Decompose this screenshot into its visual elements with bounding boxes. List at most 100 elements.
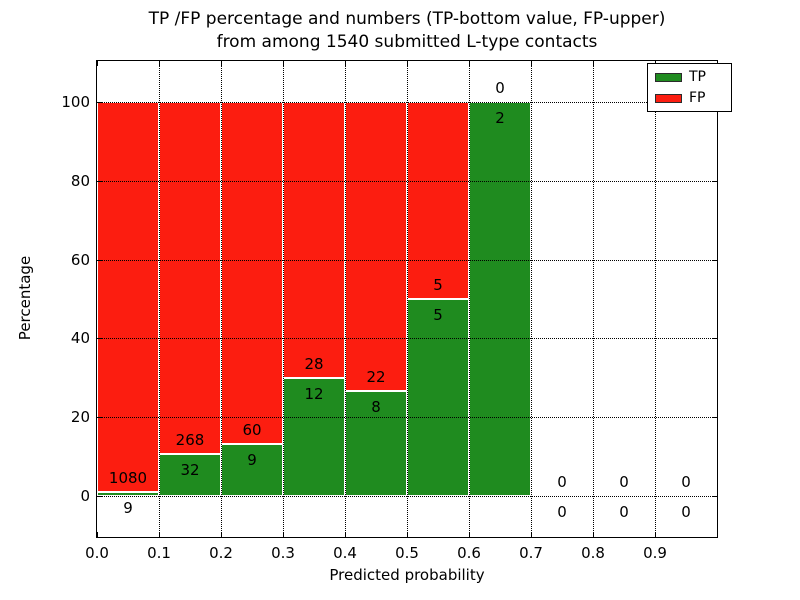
- y-tick-label-0: 0: [80, 486, 90, 505]
- x-tick-bottom-0.4: [345, 532, 346, 537]
- y-tick-label-100: 100: [61, 93, 90, 112]
- y-tick-right-40: [712, 338, 717, 340]
- gridline-x-0.9: [655, 61, 656, 537]
- legend-entry-fp: FP: [655, 91, 724, 105]
- x-tick-top-0.5: [407, 61, 408, 66]
- tp-count-label-7: 0: [557, 502, 567, 521]
- x-tick-top-0.7: [531, 61, 532, 66]
- y-tick-left-20: [97, 417, 102, 419]
- tp-count-label-4: 8: [371, 397, 381, 416]
- fp-count-label-8: 0: [619, 472, 629, 491]
- legend: TP FP: [647, 63, 732, 112]
- x-tick-bottom-0: [97, 532, 98, 537]
- x-tick-label-0.4: 0.4: [333, 544, 357, 562]
- tp-count-label-2: 9: [247, 451, 257, 470]
- fp-count-label-6: 0: [495, 79, 505, 98]
- bar-segment-fp-2: [221, 102, 283, 445]
- y-tick-label-60: 60: [70, 250, 90, 269]
- legend-label-fp: FP: [689, 90, 706, 106]
- y-tick-left-0: [97, 495, 102, 497]
- legend-label-tp: TP: [689, 69, 706, 85]
- x-tick-top-0.6: [469, 61, 470, 66]
- gridline-x-0.6: [469, 61, 470, 537]
- x-tick-label-0.7: 0.7: [519, 544, 543, 562]
- bar-segment-tp-0: [97, 492, 159, 496]
- bar-segment-tp-5: [407, 299, 469, 496]
- tp-count-label-0: 9: [123, 499, 133, 518]
- gridline-x-0.7: [531, 61, 532, 537]
- bar-segment-fp-0: [97, 102, 159, 493]
- tp-swatch: [655, 72, 682, 82]
- gridline-x-0.1: [159, 61, 160, 537]
- x-tick-bottom-0.3: [283, 532, 284, 537]
- y-tick-right-0: [712, 495, 717, 497]
- tp-count-label-5: 5: [433, 306, 443, 324]
- x-tick-top-0.3: [283, 61, 284, 66]
- y-axis-title: Percentage: [16, 255, 34, 341]
- x-tick-top-0.2: [221, 61, 222, 66]
- fp-count-label-3: 28: [304, 354, 324, 373]
- x-tick-label-0.0: 0.0: [85, 544, 109, 562]
- y-tick-left-100: [97, 102, 102, 104]
- y-tick-left-60: [97, 259, 102, 261]
- bar-segment-tp-1: [159, 453, 221, 496]
- tp-count-label-3: 12: [304, 384, 324, 403]
- bar-segment-fp-3: [283, 102, 345, 378]
- y-tick-right-60: [712, 259, 717, 261]
- x-tick-label-0.6: 0.6: [457, 544, 481, 562]
- x-tick-label-0.8: 0.8: [581, 544, 605, 562]
- x-tick-bottom-0.9: [655, 532, 656, 537]
- y-tick-label-40: 40: [70, 329, 90, 348]
- fp-swatch: [655, 93, 682, 103]
- x-tick-label-0.5: 0.5: [395, 544, 419, 562]
- y-tick-label-20: 20: [70, 408, 90, 427]
- y-tick-right-20: [712, 417, 717, 419]
- bar-segment-fp-1: [159, 102, 221, 454]
- x-tick-bottom-0.8: [593, 532, 594, 537]
- fp-count-label-7: 0: [557, 472, 567, 491]
- x-axis-title: Predicted probability: [329, 566, 485, 584]
- x-tick-bottom-0.7: [531, 532, 532, 537]
- x-tick-top-0.1: [159, 61, 160, 66]
- legend-entry-tp: TP: [655, 70, 724, 84]
- fp-count-label-4: 22: [366, 367, 386, 386]
- chart-title: TP /FP percentage and numbers (TP-bottom…: [96, 8, 718, 54]
- chart-title-line1: TP /FP percentage and numbers (TP-bottom…: [148, 9, 666, 29]
- fp-count-label-5: 5: [433, 276, 443, 294]
- tp-count-label-9: 0: [681, 502, 691, 521]
- bar-segment-tp-6: [469, 102, 531, 496]
- x-tick-label-0.3: 0.3: [271, 544, 295, 562]
- gridline-x-0.5: [407, 61, 408, 537]
- x-tick-top-0: [97, 61, 98, 66]
- tp-count-label-8: 0: [619, 502, 629, 521]
- bar-segment-tp-4: [345, 390, 407, 496]
- x-tick-label-0.9: 0.9: [643, 544, 667, 562]
- tp-count-label-6: 2: [495, 109, 505, 128]
- bar-segment-tp-3: [283, 377, 345, 496]
- gridline-x-0.8: [593, 61, 594, 537]
- bar-segment-fp-5: [407, 102, 469, 299]
- y-tick-label-80: 80: [70, 171, 90, 190]
- fp-count-label-1: 268: [175, 430, 205, 449]
- fp-count-label-9: 0: [681, 472, 691, 491]
- fp-count-label-2: 60: [242, 421, 262, 440]
- x-tick-label-0.2: 0.2: [209, 544, 233, 562]
- fp-count-label-0: 1080: [108, 469, 148, 488]
- y-tick-left-80: [97, 180, 102, 182]
- y-tick-right-80: [712, 180, 717, 182]
- x-tick-label-0.1: 0.1: [147, 544, 171, 562]
- x-tick-bottom-0.5: [407, 532, 408, 537]
- chart-title-line2: from among 1540 submitted L-type contact…: [216, 32, 598, 52]
- plot-area: 1080 9 268 32 60 9 28 12 22 8 5 5 0 2 0 0 0 0 0 0: [96, 60, 718, 538]
- x-tick-bottom-0.1: [159, 532, 160, 537]
- gridline-x-0.2: [221, 61, 222, 537]
- x-tick-bottom-0.2: [221, 532, 222, 537]
- gridline-x-0.3: [283, 61, 284, 537]
- bar-segment-fp-4: [345, 102, 407, 391]
- x-tick-top-0.4: [345, 61, 346, 66]
- tp-count-label-1: 32: [180, 460, 200, 479]
- x-tick-bottom-0.6: [469, 532, 470, 537]
- gridline-x-0.4: [345, 61, 346, 537]
- x-tick-top-0.8: [593, 61, 594, 66]
